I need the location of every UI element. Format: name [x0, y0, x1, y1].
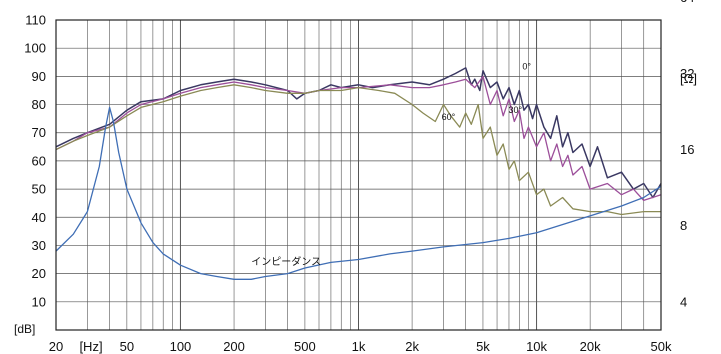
x-tick-label: 50k	[651, 339, 672, 354]
series-lines	[55, 67, 662, 280]
y2-tick-label: 32	[680, 66, 694, 81]
y2-tick-label: 4	[680, 294, 687, 309]
x-tick-label: 20	[49, 339, 63, 354]
x-tick-label: 500	[294, 339, 316, 354]
series-annotation: 60°	[442, 112, 456, 122]
annotations: 0° 30° 60° インピーダンス	[251, 61, 531, 268]
series-annotation: 30°	[509, 105, 523, 115]
x-tick-label: 200	[223, 339, 245, 354]
x-tick-label: 5k	[476, 339, 490, 354]
series-annotation: 0°	[522, 61, 531, 71]
y-tick-label: 30	[32, 238, 46, 253]
plot-frame	[55, 19, 662, 331]
x-tick-label: 100	[170, 339, 192, 354]
y-tick-label: 40	[32, 210, 46, 225]
series-line-2	[55, 84, 661, 216]
y-tick-label: 110	[25, 13, 46, 28]
y-tick-label: 90	[32, 69, 46, 84]
x-unit-label: [Hz]	[79, 339, 102, 354]
y-unit-label: [dB]	[14, 322, 35, 336]
y-tick-label: 10	[32, 294, 46, 309]
x-tick-label: 20k	[580, 339, 601, 354]
y2-unit-label: [Ω]	[680, 71, 697, 86]
y-tick-label: 20	[32, 266, 46, 281]
grid	[55, 19, 662, 331]
series-line-3	[55, 106, 662, 280]
x-tick-label: 10k	[526, 339, 547, 354]
y2-tick-label: 8	[680, 218, 687, 233]
x-tick-label: 1k	[352, 339, 366, 354]
y2-tick-label: 16	[680, 142, 694, 157]
y2-tick-label: 64	[680, 0, 694, 5]
series-annotation: インピーダンス	[251, 255, 321, 268]
y-tick-label: 100	[24, 41, 46, 56]
x-tick-label: 2k	[405, 339, 419, 354]
series-line-1	[55, 75, 662, 202]
tick-labels: 10 20 30 40 50 60 70 80 90 100 110 [dB] 20 50 100 200 50…	[14, 0, 697, 354]
y-tick-label: 60	[32, 153, 46, 168]
y-tick-label: 50	[32, 182, 46, 197]
y-tick-label: 80	[32, 97, 46, 112]
x-tick-label: 50	[120, 339, 134, 354]
y-tick-label: 70	[32, 125, 46, 140]
series-line-0	[55, 67, 662, 199]
